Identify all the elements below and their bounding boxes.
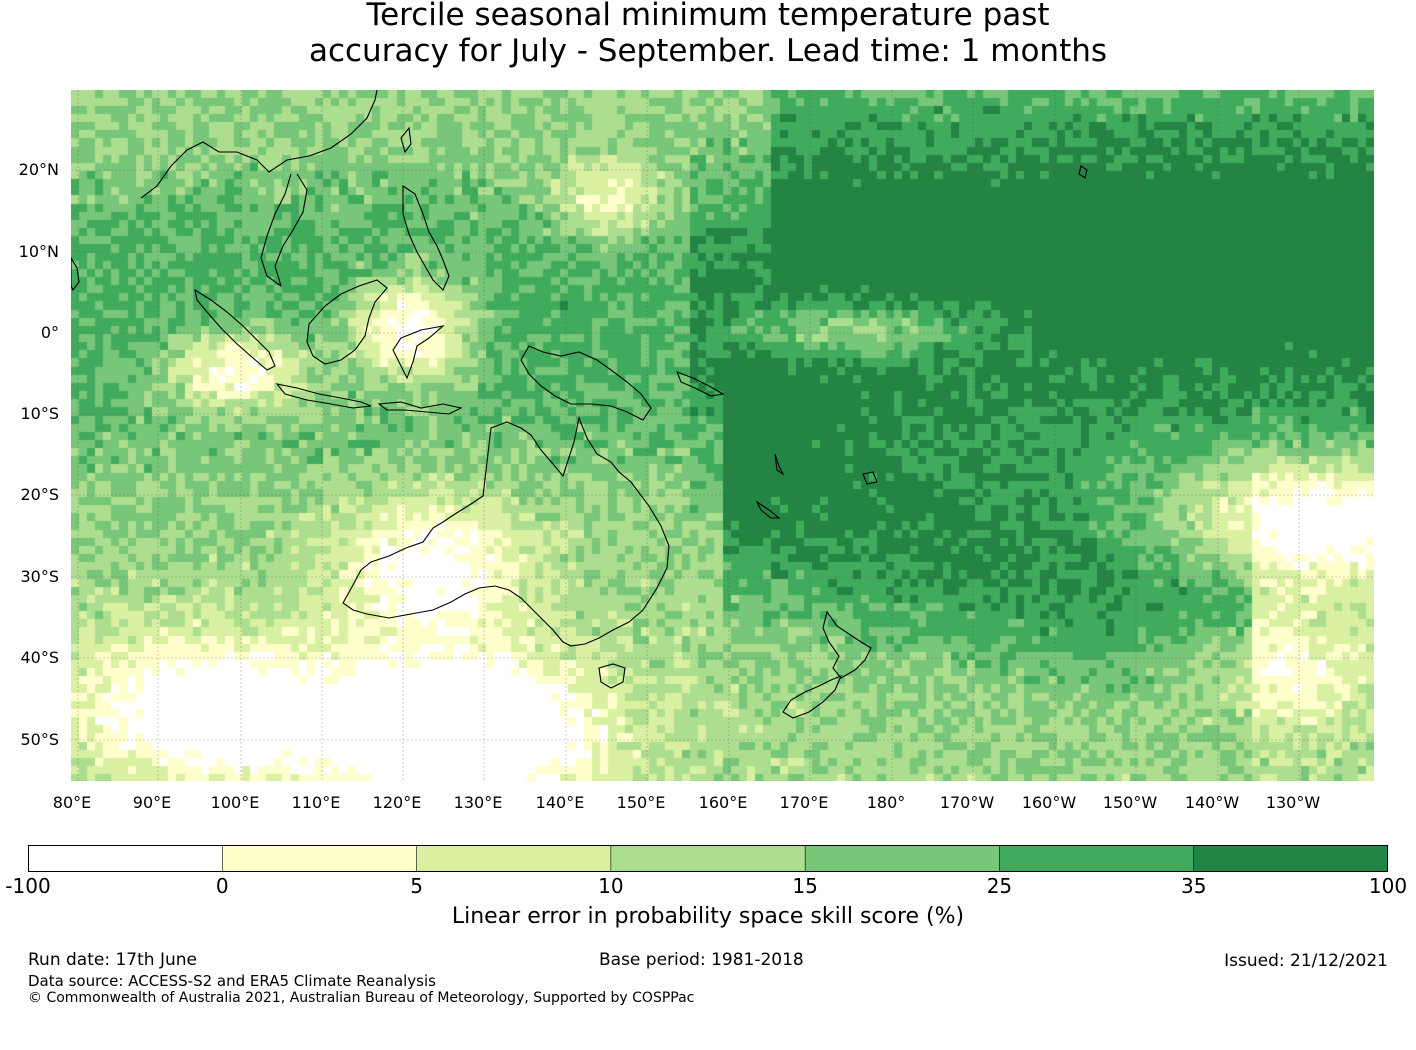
- lat-label: 0°: [40, 323, 59, 342]
- lon-label: 180°: [866, 793, 906, 812]
- lon-label: 150°W: [1102, 793, 1158, 812]
- colorbar-segment: [804, 845, 1001, 872]
- colorbar-label: Linear error in probability space skill …: [451, 904, 965, 929]
- lat-label: 30°S: [20, 567, 59, 586]
- lon-label: 150°E: [616, 793, 666, 812]
- coastline-fiji: [862, 471, 878, 485]
- base-period: Base period: 1981-2018: [599, 950, 804, 970]
- colorbar-tick-label: 15: [792, 874, 818, 898]
- coastline-se-asia: [140, 90, 378, 288]
- colorbar-tick-label: 25: [986, 874, 1013, 898]
- lat-label: 10°N: [18, 242, 59, 261]
- colorbar-segment: [221, 845, 418, 872]
- coastline-sri-lanka: [71, 256, 80, 292]
- colorbar-tick-label: 10: [598, 874, 624, 898]
- colorbar-tick-label: 0: [215, 874, 229, 898]
- colorbar-tick-label: 35: [1180, 874, 1207, 898]
- colorbar-segment: [1193, 845, 1388, 872]
- run-date: Run date: 17th June: [28, 950, 197, 970]
- colorbar-tick-label: 5: [410, 874, 423, 898]
- coastline-sulawesi: [392, 325, 445, 380]
- lon-label: 160°W: [1021, 793, 1077, 812]
- coastline-nz-north: [822, 610, 872, 679]
- coastline-solomons: [676, 371, 725, 397]
- lat-label: 10°S: [20, 404, 59, 423]
- lat-label: 50°S: [20, 730, 59, 749]
- lon-label: 140°E: [535, 793, 585, 812]
- coastline-tasmania: [598, 663, 626, 689]
- colorbar-segment: [610, 845, 806, 872]
- coastline-java: [275, 383, 372, 409]
- lon-label: 170°E: [779, 793, 829, 812]
- colorbar-segment: [416, 845, 612, 872]
- colorbar-segment: [999, 845, 1195, 872]
- colorbar-segment: [28, 845, 224, 872]
- colorbar: [28, 845, 1388, 872]
- colorbar-tick-label: -100: [5, 874, 51, 898]
- lon-label: 160°E: [698, 793, 748, 812]
- coastline-borneo: [306, 279, 388, 365]
- coastline-nz-south: [782, 674, 843, 719]
- coastline-new-guinea: [520, 345, 652, 421]
- coastline-sumatra: [194, 288, 276, 371]
- coastline-sunda: [377, 401, 463, 415]
- map-overlay: [71, 90, 1374, 781]
- coastlines: [71, 90, 1088, 719]
- copyright: © Commonwealth of Australia 2021, Austra…: [28, 990, 695, 1006]
- lon-label: 120°E: [372, 793, 422, 812]
- gridlines: [71, 90, 1374, 781]
- coastline-hawaii: [1078, 165, 1088, 179]
- lon-label: 110°E: [291, 793, 341, 812]
- lat-label: 20°N: [18, 160, 59, 179]
- lon-label: 140°W: [1184, 793, 1240, 812]
- lon-label: 100°E: [210, 793, 260, 812]
- coastline-philippines: [402, 184, 450, 291]
- lat-label: 20°S: [20, 485, 59, 504]
- colorbar-tick-label: 100: [1368, 874, 1408, 898]
- lon-label: 170°W: [939, 793, 995, 812]
- coastline-taiwan: [400, 126, 412, 154]
- map-title-line2: accuracy for July - September. Lead time…: [308, 33, 1108, 69]
- data-source: Data source: ACCESS-S2 and ERA5 Climate …: [28, 972, 436, 990]
- skill-score-map: [71, 90, 1374, 781]
- lat-label: 40°S: [20, 648, 59, 667]
- coastline-australia: [342, 416, 670, 647]
- lon-label: 130°E: [453, 793, 503, 812]
- lon-label: 90°E: [132, 793, 172, 812]
- coastline-new-caledonia: [755, 500, 781, 519]
- issued-date: Issued: 21/12/2021: [1224, 951, 1388, 971]
- lon-label: 80°E: [52, 793, 92, 812]
- coastline-vanuatu: [774, 453, 785, 476]
- map-title-line1: Tercile seasonal minimum temperature pas…: [366, 0, 1050, 33]
- lon-label: 130°W: [1265, 793, 1321, 812]
